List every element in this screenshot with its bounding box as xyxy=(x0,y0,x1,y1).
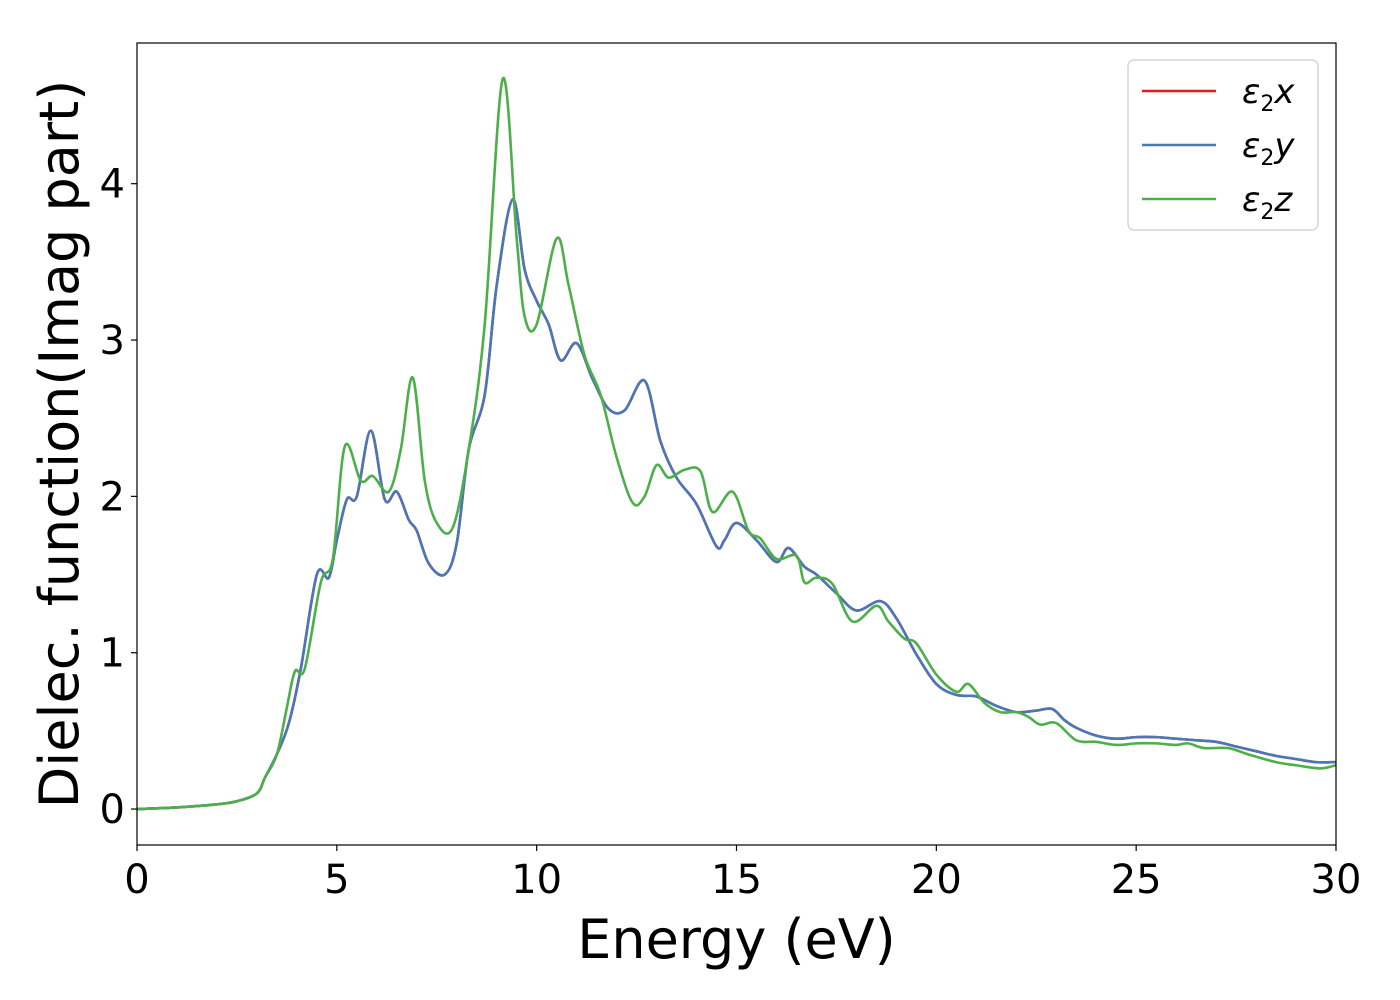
x-tick-label: 5 xyxy=(324,857,349,903)
legend: ε2x ε2y ε2z xyxy=(1127,59,1319,231)
y-tick-label: 3 xyxy=(100,318,125,364)
y-tick-label: 0 xyxy=(100,787,125,833)
x-axis-label: Energy (eV) xyxy=(577,908,896,971)
legend-label-x: ε2x xyxy=(1242,72,1295,117)
legend-box xyxy=(1127,59,1319,231)
series-line-z xyxy=(137,76,1336,811)
plot-lines xyxy=(137,76,1336,811)
y-tick-label: 4 xyxy=(100,162,125,208)
x-tick-label: 30 xyxy=(1311,857,1362,903)
legend-label-y: ε2y xyxy=(1242,126,1295,171)
x-tick-label: 20 xyxy=(911,857,962,903)
x-axis: 0 5 10 15 20 25 30 xyxy=(124,845,1361,903)
series-line-y xyxy=(137,198,1336,811)
legend-label-z: ε2z xyxy=(1242,180,1293,225)
y-tick-label: 2 xyxy=(100,474,125,520)
x-tick-label: 25 xyxy=(1111,857,1162,903)
x-tick-label: 15 xyxy=(711,857,762,903)
y-axis: 0 1 2 3 4 xyxy=(100,162,137,833)
y-tick-label: 1 xyxy=(100,631,125,677)
x-tick-label: 10 xyxy=(511,857,562,903)
series-line-x xyxy=(137,198,1336,811)
x-tick-label: 0 xyxy=(124,857,149,903)
y-axis-label: Dielec. function(Imag part) xyxy=(28,80,91,809)
